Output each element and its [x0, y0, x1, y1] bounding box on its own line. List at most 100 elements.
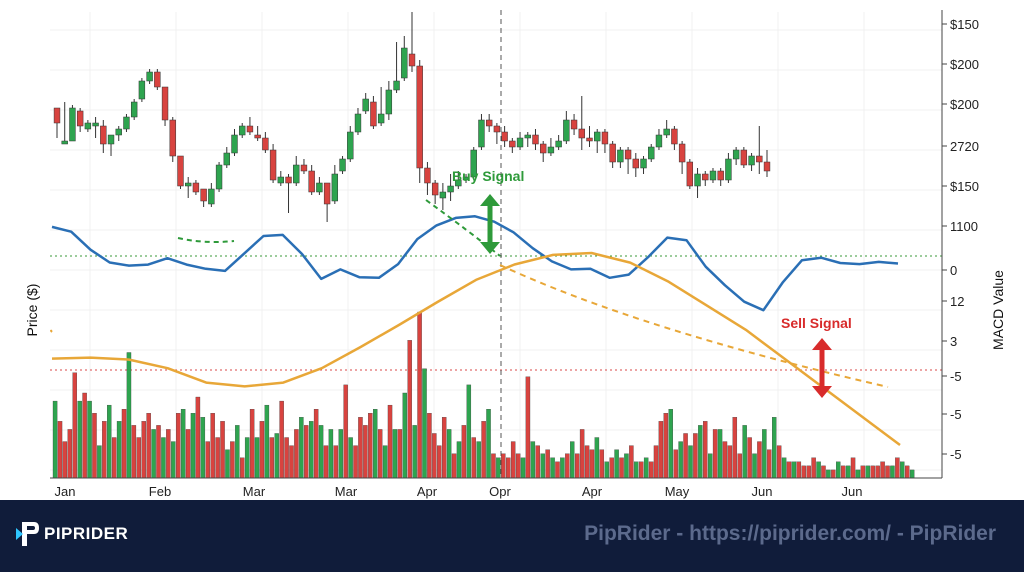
- volume-bar: [180, 409, 186, 479]
- volume-bar: [821, 465, 826, 479]
- candle-body: [717, 170, 724, 181]
- candle-body: [617, 149, 624, 163]
- x-tick-label: Mar: [335, 484, 358, 499]
- volume-bars: [52, 311, 915, 479]
- volume-bar: [599, 449, 605, 479]
- volume-bar: [161, 437, 166, 479]
- candle-body: [493, 125, 501, 133]
- candle-body: [455, 179, 462, 187]
- volume-bar: [806, 465, 811, 479]
- volume-bar: [412, 425, 417, 479]
- volume-bar: [402, 392, 408, 479]
- volume-bar: [668, 409, 673, 479]
- volume-bar: [151, 429, 156, 479]
- candle-body: [740, 149, 748, 166]
- candle-body: [200, 188, 207, 202]
- candle-body: [586, 137, 593, 142]
- volume-bar: [510, 441, 516, 479]
- volume-bar: [840, 465, 846, 479]
- volume-bar: [363, 425, 368, 479]
- volume-bar: [97, 445, 102, 479]
- volume-bar: [392, 429, 398, 479]
- volume-bar: [594, 437, 600, 479]
- candle-body: [485, 119, 493, 127]
- volume-bar: [259, 421, 265, 479]
- y-tick-label: 3: [950, 334, 957, 349]
- volume-bar: [870, 465, 875, 479]
- volume-bar: [466, 384, 472, 479]
- volume-bar: [338, 429, 343, 479]
- candle-body: [231, 134, 238, 154]
- candle-body: [92, 122, 99, 127]
- candle-body: [609, 143, 616, 163]
- volume-bar: [693, 433, 698, 479]
- chart-area: Jan Feb Mar Mar Apr Opr Apr May Jun Jun $150 $200 $…: [24, 10, 1006, 499]
- candle-body: [100, 125, 107, 145]
- footer-bar: PIPRIDER PipRider - https://piprider.com…: [0, 500, 1024, 572]
- sell-arrow-head-down: [812, 386, 832, 398]
- brand[interactable]: PIPRIDER: [14, 518, 128, 550]
- volume-bar: [698, 425, 703, 479]
- volume-bar: [717, 429, 723, 479]
- volume-bar: [417, 311, 422, 479]
- volume-bar: [274, 433, 279, 479]
- candle-body: [115, 128, 122, 136]
- volume-bar: [343, 384, 348, 479]
- volume-bar: [313, 409, 319, 479]
- candle-body: [377, 113, 385, 124]
- candle-body: [293, 164, 300, 184]
- candle-body: [308, 170, 315, 193]
- volume-bar: [235, 425, 240, 479]
- volume-bar: [836, 461, 841, 479]
- volume-bar: [116, 421, 122, 479]
- volume-bar: [126, 352, 132, 479]
- volume-bar: [604, 461, 609, 479]
- candle-body: [354, 113, 362, 133]
- volume-bar: [772, 417, 777, 479]
- candle-body: [169, 119, 176, 157]
- volume-bar: [742, 425, 747, 479]
- volume-bar: [377, 429, 383, 479]
- candle-body: [401, 47, 408, 79]
- candle-body: [532, 134, 539, 145]
- y-tick-label: -5: [950, 369, 962, 384]
- volume-bar: [111, 437, 117, 479]
- y-tick-label: $200: [950, 97, 979, 112]
- candle-body: [331, 173, 339, 202]
- volume-bar: [72, 372, 77, 479]
- candle-body: [678, 143, 686, 163]
- volume-bar: [328, 429, 334, 479]
- volume-bar: [831, 469, 836, 479]
- volume-bar: [570, 441, 575, 479]
- candle-body: [671, 128, 678, 145]
- volume-bar: [757, 441, 762, 479]
- volume-bar: [589, 449, 595, 479]
- volume-bar: [579, 429, 585, 479]
- buy-dashed-trend: [177, 237, 235, 243]
- volume-bar: [481, 421, 486, 479]
- volume-bar: [634, 461, 639, 479]
- candle-body: [663, 128, 670, 136]
- volume-bar: [796, 461, 802, 479]
- candle-body: [478, 119, 485, 148]
- candle-body: [439, 191, 447, 199]
- volume-bar: [67, 429, 73, 479]
- volume-bar: [791, 461, 797, 479]
- candle-body: [161, 86, 169, 121]
- candle-body: [540, 143, 547, 154]
- volume-bar: [304, 425, 309, 479]
- candle-body: [501, 131, 508, 142]
- piprider-logo-icon: [16, 522, 39, 546]
- volume-bar: [240, 457, 245, 479]
- candle-body: [393, 80, 400, 91]
- candle-body: [516, 137, 524, 148]
- candle-body: [725, 158, 732, 181]
- volume-bar: [175, 413, 181, 479]
- volume-bar: [663, 413, 669, 479]
- volume-bar: [220, 421, 225, 479]
- volume-bar: [422, 368, 427, 479]
- volume-bar: [333, 445, 339, 479]
- volume-bar: [171, 441, 176, 479]
- candle-body: [347, 131, 354, 160]
- volume-bar: [486, 409, 491, 479]
